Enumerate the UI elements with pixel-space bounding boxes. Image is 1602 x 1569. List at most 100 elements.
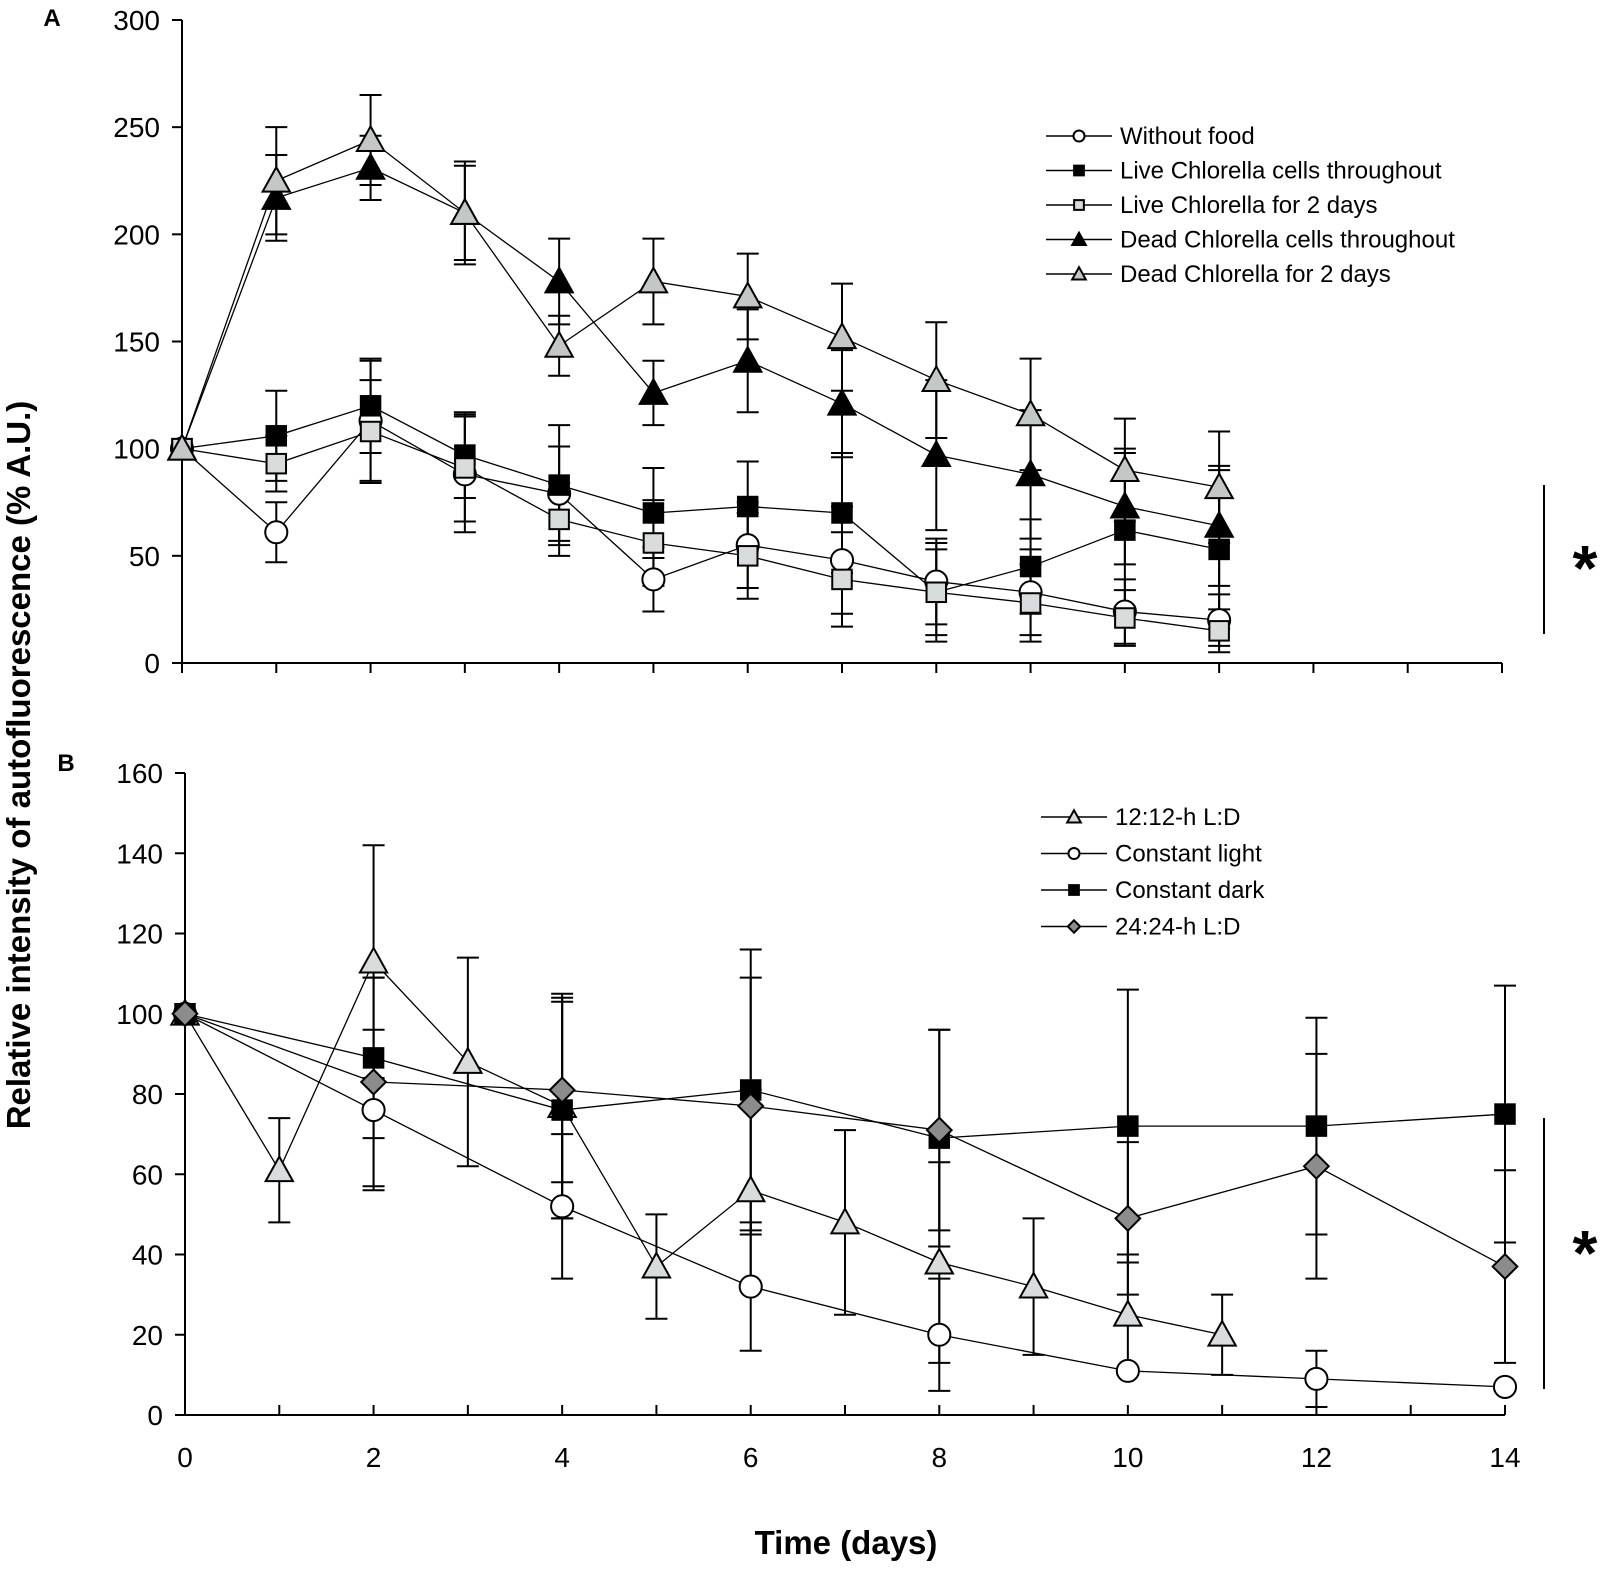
- panel-b-x-tick-label: 8: [931, 1442, 947, 1473]
- panel-b-axes: 0 20 40 60 80 100 120 140 160 0 2 4 6 8 10 12 14: [116, 758, 1520, 1473]
- panel-b-series: [169, 844, 1519, 1408]
- data-point-a-4: [260, 165, 292, 193]
- legend-label-a-0: Without food: [1120, 123, 1255, 150]
- data-point-b-2: [1117, 1115, 1139, 1137]
- data-point-a-2: [265, 452, 288, 475]
- data-point-a-4: [543, 330, 575, 358]
- panel-a-y-tick-label: 50: [129, 541, 160, 572]
- data-point-b-0: [263, 1154, 295, 1183]
- series-line-a-2: [181, 430, 1220, 632]
- series-line-b-3: [184, 1013, 1506, 1268]
- data-point-b-1: [1304, 1366, 1329, 1391]
- series-line-a-4: [181, 139, 1220, 488]
- panel-a-chart: A 0 50 100 150 200 250 300 Without food Live Ch…: [43, 5, 1597, 679]
- panel-b-significance-star: *: [1573, 1217, 1598, 1289]
- panel-a-y-tick-label: 300: [113, 5, 160, 36]
- data-point-b-3: [1302, 1152, 1331, 1180]
- panel-b-legend: 12:12-h L:D Constant light Constant dark 24…: [1041, 804, 1265, 941]
- panel-b-x-tick-label: 4: [554, 1442, 570, 1473]
- panel-b-x-tick-label: 0: [177, 1442, 193, 1473]
- legend-label-a-2: Live Chlorella for 2 days: [1120, 192, 1377, 219]
- panel-a-legend: Without food Live Chlorella cells through…: [1046, 123, 1455, 288]
- data-point-b-2: [362, 1047, 385, 1069]
- panel-a-y-tick-label: 0: [144, 648, 160, 679]
- panel-b-y-tick-label: 160: [116, 758, 163, 789]
- data-point-b-3: [1491, 1252, 1519, 1281]
- data-point-b-0: [452, 1046, 484, 1074]
- panel-a-axes: 0 50 100 150 200 250 300: [113, 5, 1503, 679]
- data-point-a-2: [642, 532, 665, 554]
- data-point-a-1: [736, 495, 759, 518]
- data-point-b-0: [1206, 1319, 1238, 1347]
- panel-b-letter: B: [57, 750, 74, 777]
- data-point-a-4: [920, 364, 952, 392]
- data-point-b-2: [1305, 1115, 1328, 1137]
- data-point-a-3: [1109, 490, 1141, 519]
- panel-b-chart: B 0 20 40 60 80 100 120 140 160 0 2 4 6 8 10 12 14 12:12…: [57, 750, 1597, 1473]
- data-point-a-1: [548, 474, 570, 496]
- data-point-b-3: [171, 999, 199, 1028]
- legend-marker-a-4: [1070, 265, 1088, 281]
- data-point-a-3: [732, 345, 764, 373]
- data-point-a-4: [449, 197, 481, 225]
- data-point-a-1: [642, 502, 665, 524]
- data-point-b-3: [548, 1076, 576, 1104]
- data-point-a-2: [1208, 620, 1230, 642]
- data-point-b-3: [1114, 1204, 1142, 1233]
- data-point-a-1: [1114, 519, 1136, 541]
- data-point-a-1: [831, 502, 853, 524]
- panel-a-y-tick-label: 100: [113, 434, 160, 465]
- series-line-a-0: [181, 419, 1220, 621]
- panel-b-y-tick-label: 20: [132, 1320, 163, 1351]
- data-point-a-3: [1015, 458, 1046, 487]
- data-point-a-3: [355, 152, 386, 180]
- panel-b-y-tick-label: 140: [116, 838, 163, 869]
- data-point-a-2: [1114, 607, 1136, 629]
- panel-a-y-tick-label: 150: [113, 327, 160, 358]
- data-point-a-2: [359, 420, 382, 443]
- data-point-a-4: [355, 124, 386, 152]
- legend-marker-b-3: [1066, 918, 1082, 935]
- data-point-a-2: [1019, 592, 1042, 614]
- panel-b-x-tick-label: 6: [743, 1442, 759, 1473]
- panel-b-x-tick-label: 10: [1112, 1442, 1143, 1473]
- legend-marker-a-2: [1073, 199, 1085, 211]
- data-point-a-2: [454, 457, 476, 479]
- data-point-a-2: [925, 581, 948, 604]
- data-point-b-0: [641, 1250, 672, 1279]
- legend-marker-a-1: [1073, 164, 1085, 177]
- panel-a-letter: A: [43, 5, 60, 32]
- panel-b-y-tick-label: 120: [116, 919, 163, 950]
- panel-b-y-tick-label: 60: [132, 1159, 163, 1190]
- legend-marker-a-0: [1072, 129, 1086, 143]
- data-point-b-0: [735, 1174, 767, 1203]
- panel-b-y-tick-label: 80: [132, 1079, 163, 1110]
- series-line-b-0: [184, 960, 1223, 1336]
- data-point-a-1: [265, 425, 288, 447]
- data-point-b-1: [1492, 1374, 1518, 1399]
- data-point-b-0: [358, 945, 389, 974]
- data-point-b-3: [736, 1092, 765, 1120]
- legend-label-a-1: Live Chlorella cells throughout: [1120, 158, 1442, 185]
- data-point-b-0: [1018, 1270, 1049, 1299]
- data-point-a-3: [920, 439, 952, 468]
- legend-label-b-2: Constant dark: [1115, 877, 1265, 904]
- data-point-a-3: [826, 387, 858, 416]
- data-point-a-1: [359, 395, 382, 417]
- legend-marker-a-3: [1070, 230, 1088, 246]
- data-point-a-3: [638, 377, 669, 405]
- series-line-b-2: [184, 1013, 1506, 1139]
- panel-a-y-tick-label: 250: [113, 112, 160, 143]
- panel-b-x-tick-label: 2: [366, 1442, 382, 1473]
- data-point-b-1: [1115, 1358, 1140, 1383]
- legend-label-b-0: 12:12-h L:D: [1115, 804, 1240, 831]
- data-point-b-3: [359, 1068, 388, 1096]
- series-line-a-3: [181, 167, 1220, 527]
- series-line-a-1: [181, 405, 1220, 593]
- data-point-b-1: [550, 1194, 575, 1219]
- legend-marker-b-0: [1065, 808, 1083, 824]
- panel-a-significance-star: *: [1573, 532, 1598, 604]
- data-point-b-2: [1494, 1103, 1516, 1125]
- data-point-a-4: [826, 321, 858, 350]
